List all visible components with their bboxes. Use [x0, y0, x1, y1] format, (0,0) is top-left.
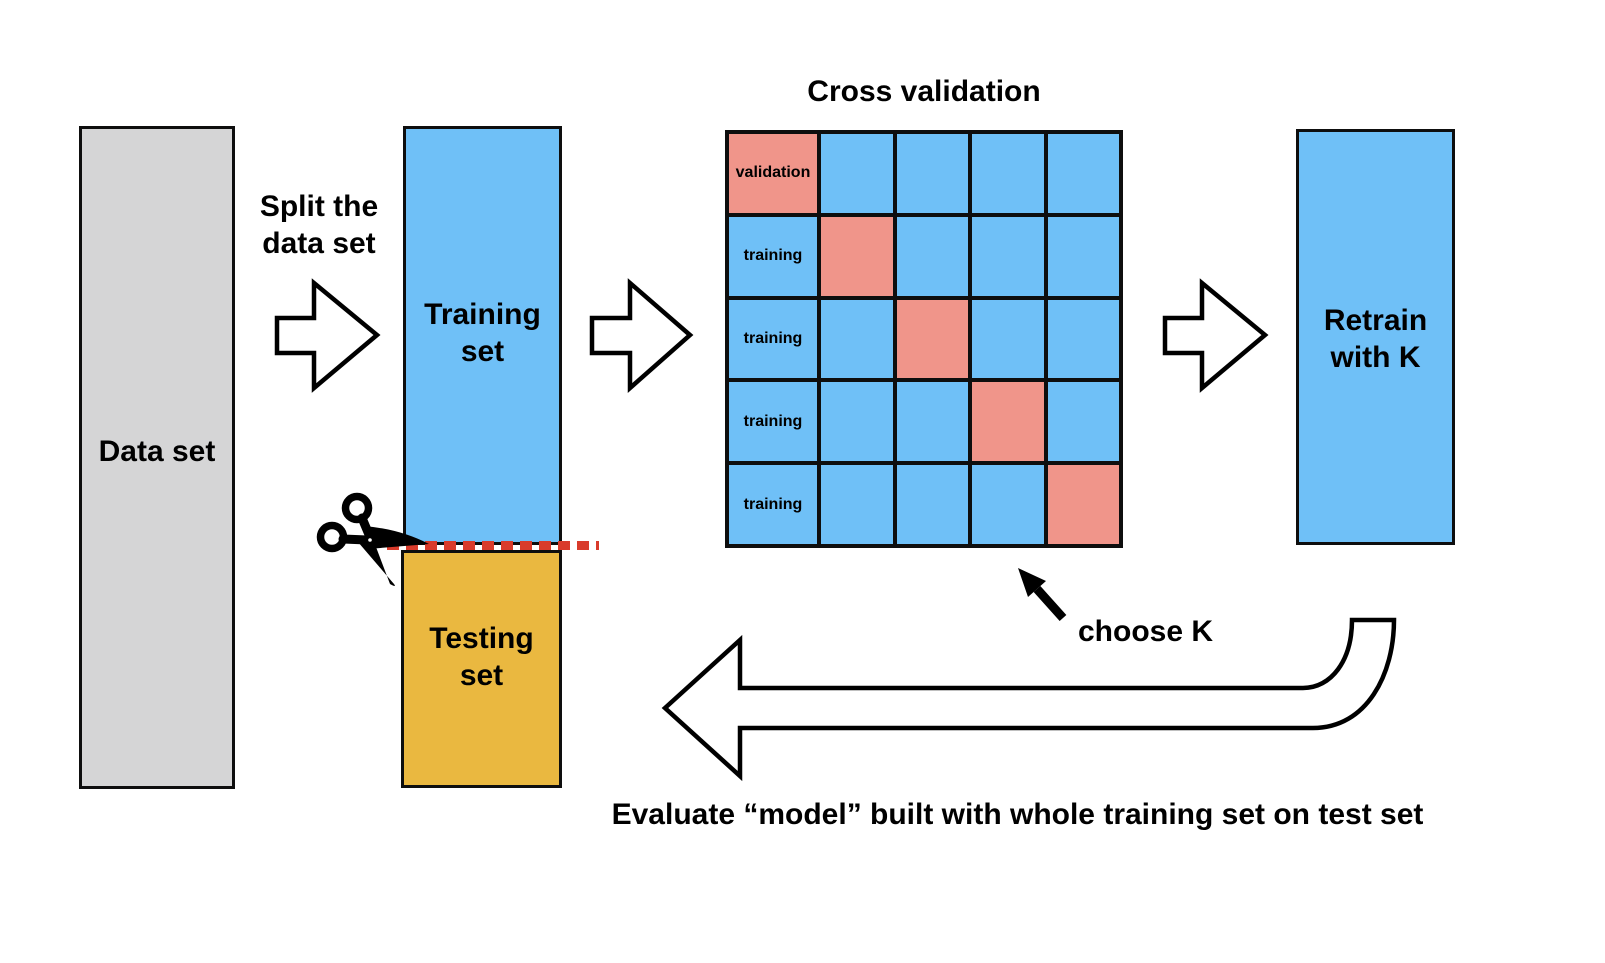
to-retrain-arrow-icon	[1162, 278, 1269, 393]
return-arrow-icon	[661, 617, 1397, 782]
cut-line	[387, 541, 599, 550]
grid-cell: training	[727, 214, 819, 298]
grid-cell	[970, 297, 1046, 381]
grid-cell	[1045, 380, 1121, 464]
grid-cell	[819, 214, 895, 298]
grid-cell	[819, 132, 895, 215]
grid-cell: training	[727, 463, 819, 546]
testing-set-box	[401, 550, 562, 788]
grid-cell: training	[727, 380, 819, 464]
dataset-box	[79, 126, 235, 789]
grid-row-label: validation	[735, 164, 811, 182]
choose-k-label: choose K	[1078, 615, 1214, 648]
cv-grid: validation training training training traini…	[725, 130, 1123, 548]
grid-row-label: training	[743, 495, 803, 513]
grid-row-label: training	[743, 412, 803, 430]
grid-cell	[894, 380, 970, 464]
grid-cell	[819, 380, 895, 464]
grid-cell	[970, 463, 1046, 546]
grid-cell	[894, 463, 970, 546]
grid-cell	[1045, 463, 1121, 546]
grid-cell	[1045, 214, 1121, 298]
dataset-label: Data set	[98, 435, 216, 468]
training-set-box	[403, 126, 562, 545]
grid-cell: validation	[727, 132, 819, 215]
choose-k-arrowhead-icon	[1018, 568, 1046, 597]
cross-validation-title: Cross validation	[807, 75, 1041, 108]
split-arrow-icon	[274, 278, 381, 393]
grid-cell	[1045, 297, 1121, 381]
training-set-label: Training set	[424, 298, 541, 368]
testing-set-label: Testing set	[429, 622, 534, 692]
grid-cell	[970, 214, 1046, 298]
grid-cell	[894, 297, 970, 381]
evaluate-caption: Evaluate “model” built with whole traini…	[611, 798, 1424, 831]
to-cross-validation-arrow-icon	[589, 278, 694, 393]
grid-cell	[819, 463, 895, 546]
retrain-with-k-label: Retrain with K	[1323, 304, 1428, 374]
choose-k-arrow-line	[1033, 585, 1067, 622]
split-dataset-label: Split the data set	[259, 190, 379, 260]
grid-cell	[819, 297, 895, 381]
grid-cell	[970, 380, 1046, 464]
grid-row-label: training	[743, 329, 803, 347]
grid-cell	[894, 132, 970, 215]
grid-cell	[1045, 132, 1121, 215]
grid-row-label: training	[743, 247, 803, 265]
grid-cell	[894, 214, 970, 298]
retrain-with-k-box	[1296, 129, 1455, 545]
grid-cell: training	[727, 297, 819, 381]
grid-cell	[970, 132, 1046, 215]
